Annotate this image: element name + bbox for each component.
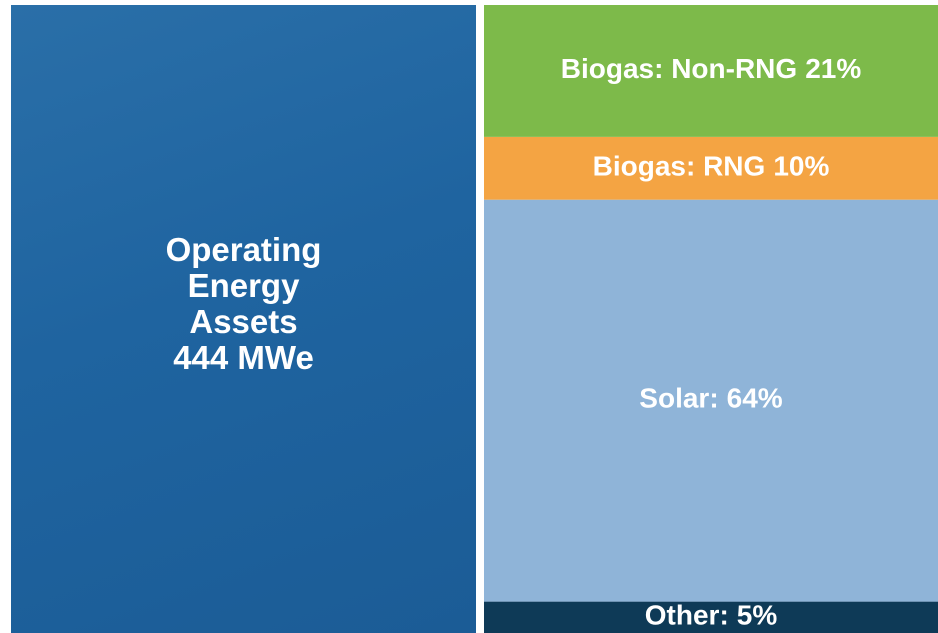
summary-text: Operating Energy Assets 444 MWe — [134, 232, 354, 376]
segment-label: Other: 5% — [645, 600, 778, 631]
segment-value: 64% — [727, 383, 783, 414]
title: Operating Energy Assets — [134, 232, 354, 340]
segment-name: Biogas: RNG — [593, 151, 766, 182]
page: Operating Energy Assets 444 MWe Other: 5%… — [0, 0, 938, 633]
segment-label: Solar: 64% — [639, 383, 783, 414]
segment-name: Other: — [645, 600, 729, 631]
segment-name: Solar: — [639, 383, 718, 414]
segment-name: Biogas: Non-RNG — [561, 53, 797, 84]
segment-value: 5% — [737, 600, 778, 631]
segment-value: 21% — [805, 53, 861, 84]
subtitle: 444 MWe — [134, 340, 354, 376]
segment-value: 10% — [773, 151, 829, 182]
summary-panel: Operating Energy Assets 444 MWe — [11, 5, 476, 633]
segment-label: Biogas: Non-RNG 21% — [561, 53, 862, 84]
